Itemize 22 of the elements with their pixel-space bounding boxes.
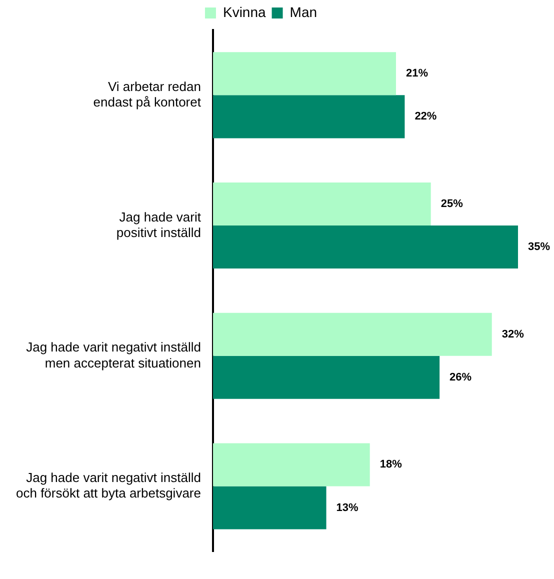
data-label: 32% xyxy=(502,328,524,340)
bar xyxy=(212,95,405,138)
bar xyxy=(212,312,492,356)
legend-label: Man xyxy=(290,4,318,20)
data-label: 21% xyxy=(406,68,428,80)
y-tick-label: Jag hade varit negativt inställd men accepterat situationen xyxy=(26,340,201,370)
bar xyxy=(212,356,440,399)
y-tick-label: Jag hade varit negativt inställd och försökt att byta arbetsgivare xyxy=(16,470,201,501)
y-tick-label: Jag hade varit positivt inställd xyxy=(116,209,202,240)
bar xyxy=(212,486,326,530)
bar xyxy=(212,226,518,269)
data-label: 13% xyxy=(336,502,358,514)
data-label: 25% xyxy=(440,198,464,210)
data-label: 35% xyxy=(528,241,550,254)
data-label: 26% xyxy=(450,371,472,384)
data-label: 18% xyxy=(380,458,402,471)
bar xyxy=(212,182,431,226)
y-tick-label: Vi arbetar redan endast på kontoret xyxy=(93,78,202,110)
data-label: 22% xyxy=(414,110,437,123)
bar xyxy=(212,52,396,96)
legend-label: Kvinna xyxy=(222,4,266,20)
bar xyxy=(212,443,370,486)
